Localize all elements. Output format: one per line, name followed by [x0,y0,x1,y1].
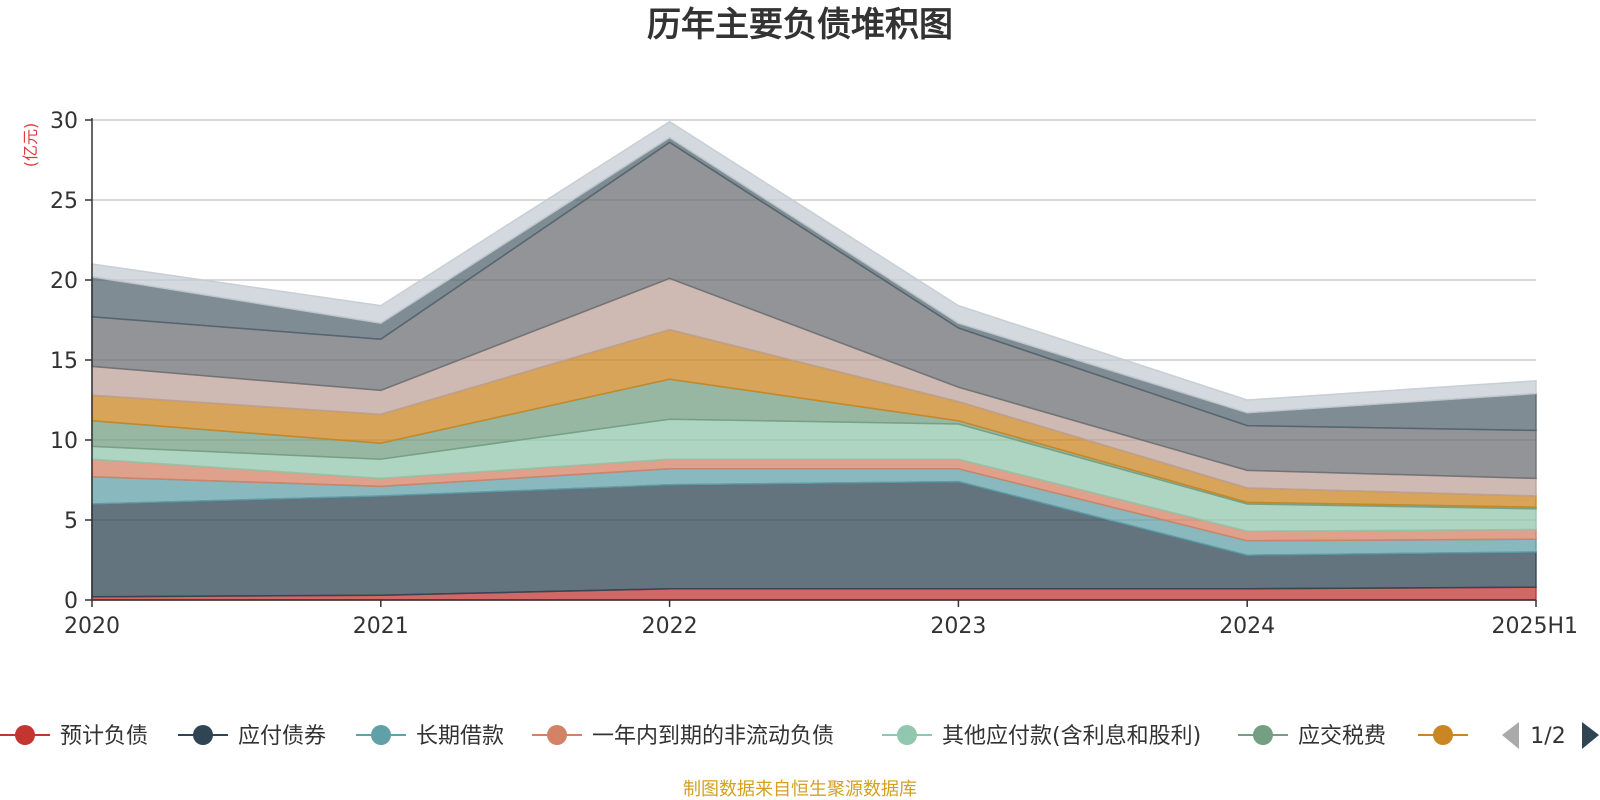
y-tick-label: 0 [64,589,78,614]
legend-item[interactable]: 预计负债 [0,724,148,749]
legend-dot-icon [371,725,391,745]
x-tick-label: 2021 [353,614,409,639]
legend-label: 其他应付款(含利息和股利) [942,724,1201,749]
area-series-10 [91,120,1537,414]
x-tick-label: 2024 [1219,614,1275,639]
x-tick-label: 2025H1 [1491,614,1578,639]
legend-dot-icon [15,725,35,745]
legend-items: 预计负债 应付债券 长期借款 一年内到期的非流动负债 其他应付款(含利息和股利) 应交税费… [0,724,1500,749]
legend-label: 应交税费 [1298,724,1386,749]
legend-next-page-icon[interactable] [1582,722,1599,749]
legend-pager: 1/2 [1502,722,1599,749]
x-tick-label: 2020 [64,614,120,639]
legend-label: 应付债券 [238,724,326,749]
legend-item[interactable]: 应 [1418,724,1500,749]
legend-label: 一年内到期的非流动负债 [592,724,834,749]
x-tick-label: 2023 [930,614,986,639]
legend-dot-icon [897,725,917,745]
area-layers [91,120,1537,601]
legend-dot-icon [1253,725,1273,745]
legend-label: 应 [1478,724,1500,749]
legend-item[interactable]: 长期借款 [356,724,504,749]
legend-dot-icon [193,725,213,745]
legend-item[interactable]: 应付债券 [178,724,326,749]
legend-dot-icon [1433,725,1453,745]
legend: 预计负债 应付债券 长期借款 一年内到期的非流动负债 其他应付款(含利息和股利) 应交税费… [0,724,1500,749]
legend-item[interactable]: 应交税费 [1238,724,1386,749]
y-tick-label: 25 [50,189,78,214]
legend-label: 预计负债 [60,724,148,749]
y-tick-label: 30 [50,109,78,134]
data-source-note: 制图数据来自恒生聚源数据库 [683,779,917,800]
y-tick-label: 20 [50,269,78,294]
legend-page-indicator: 1/2 [1530,724,1565,749]
axes: 0 5 10 15 20 25 30 2020 2021 2022 2023 2024 2025H1 [50,109,1578,639]
legend-label: 长期借款 [416,724,504,749]
y-tick-label: 15 [50,349,78,374]
legend-item[interactable]: 其他应付款(含利息和股利) [882,724,1201,749]
legend-dot-icon [547,725,567,745]
y-unit-label: (亿元) [21,123,40,168]
chart-title: 历年主要负债堆积图 [647,5,953,45]
legend-prev-page-icon[interactable] [1502,722,1519,749]
x-tick-label: 2022 [642,614,698,639]
y-tick-label: 5 [64,509,78,534]
legend-item[interactable]: 一年内到期的非流动负债 [532,724,834,749]
y-tick-label: 10 [50,429,78,454]
